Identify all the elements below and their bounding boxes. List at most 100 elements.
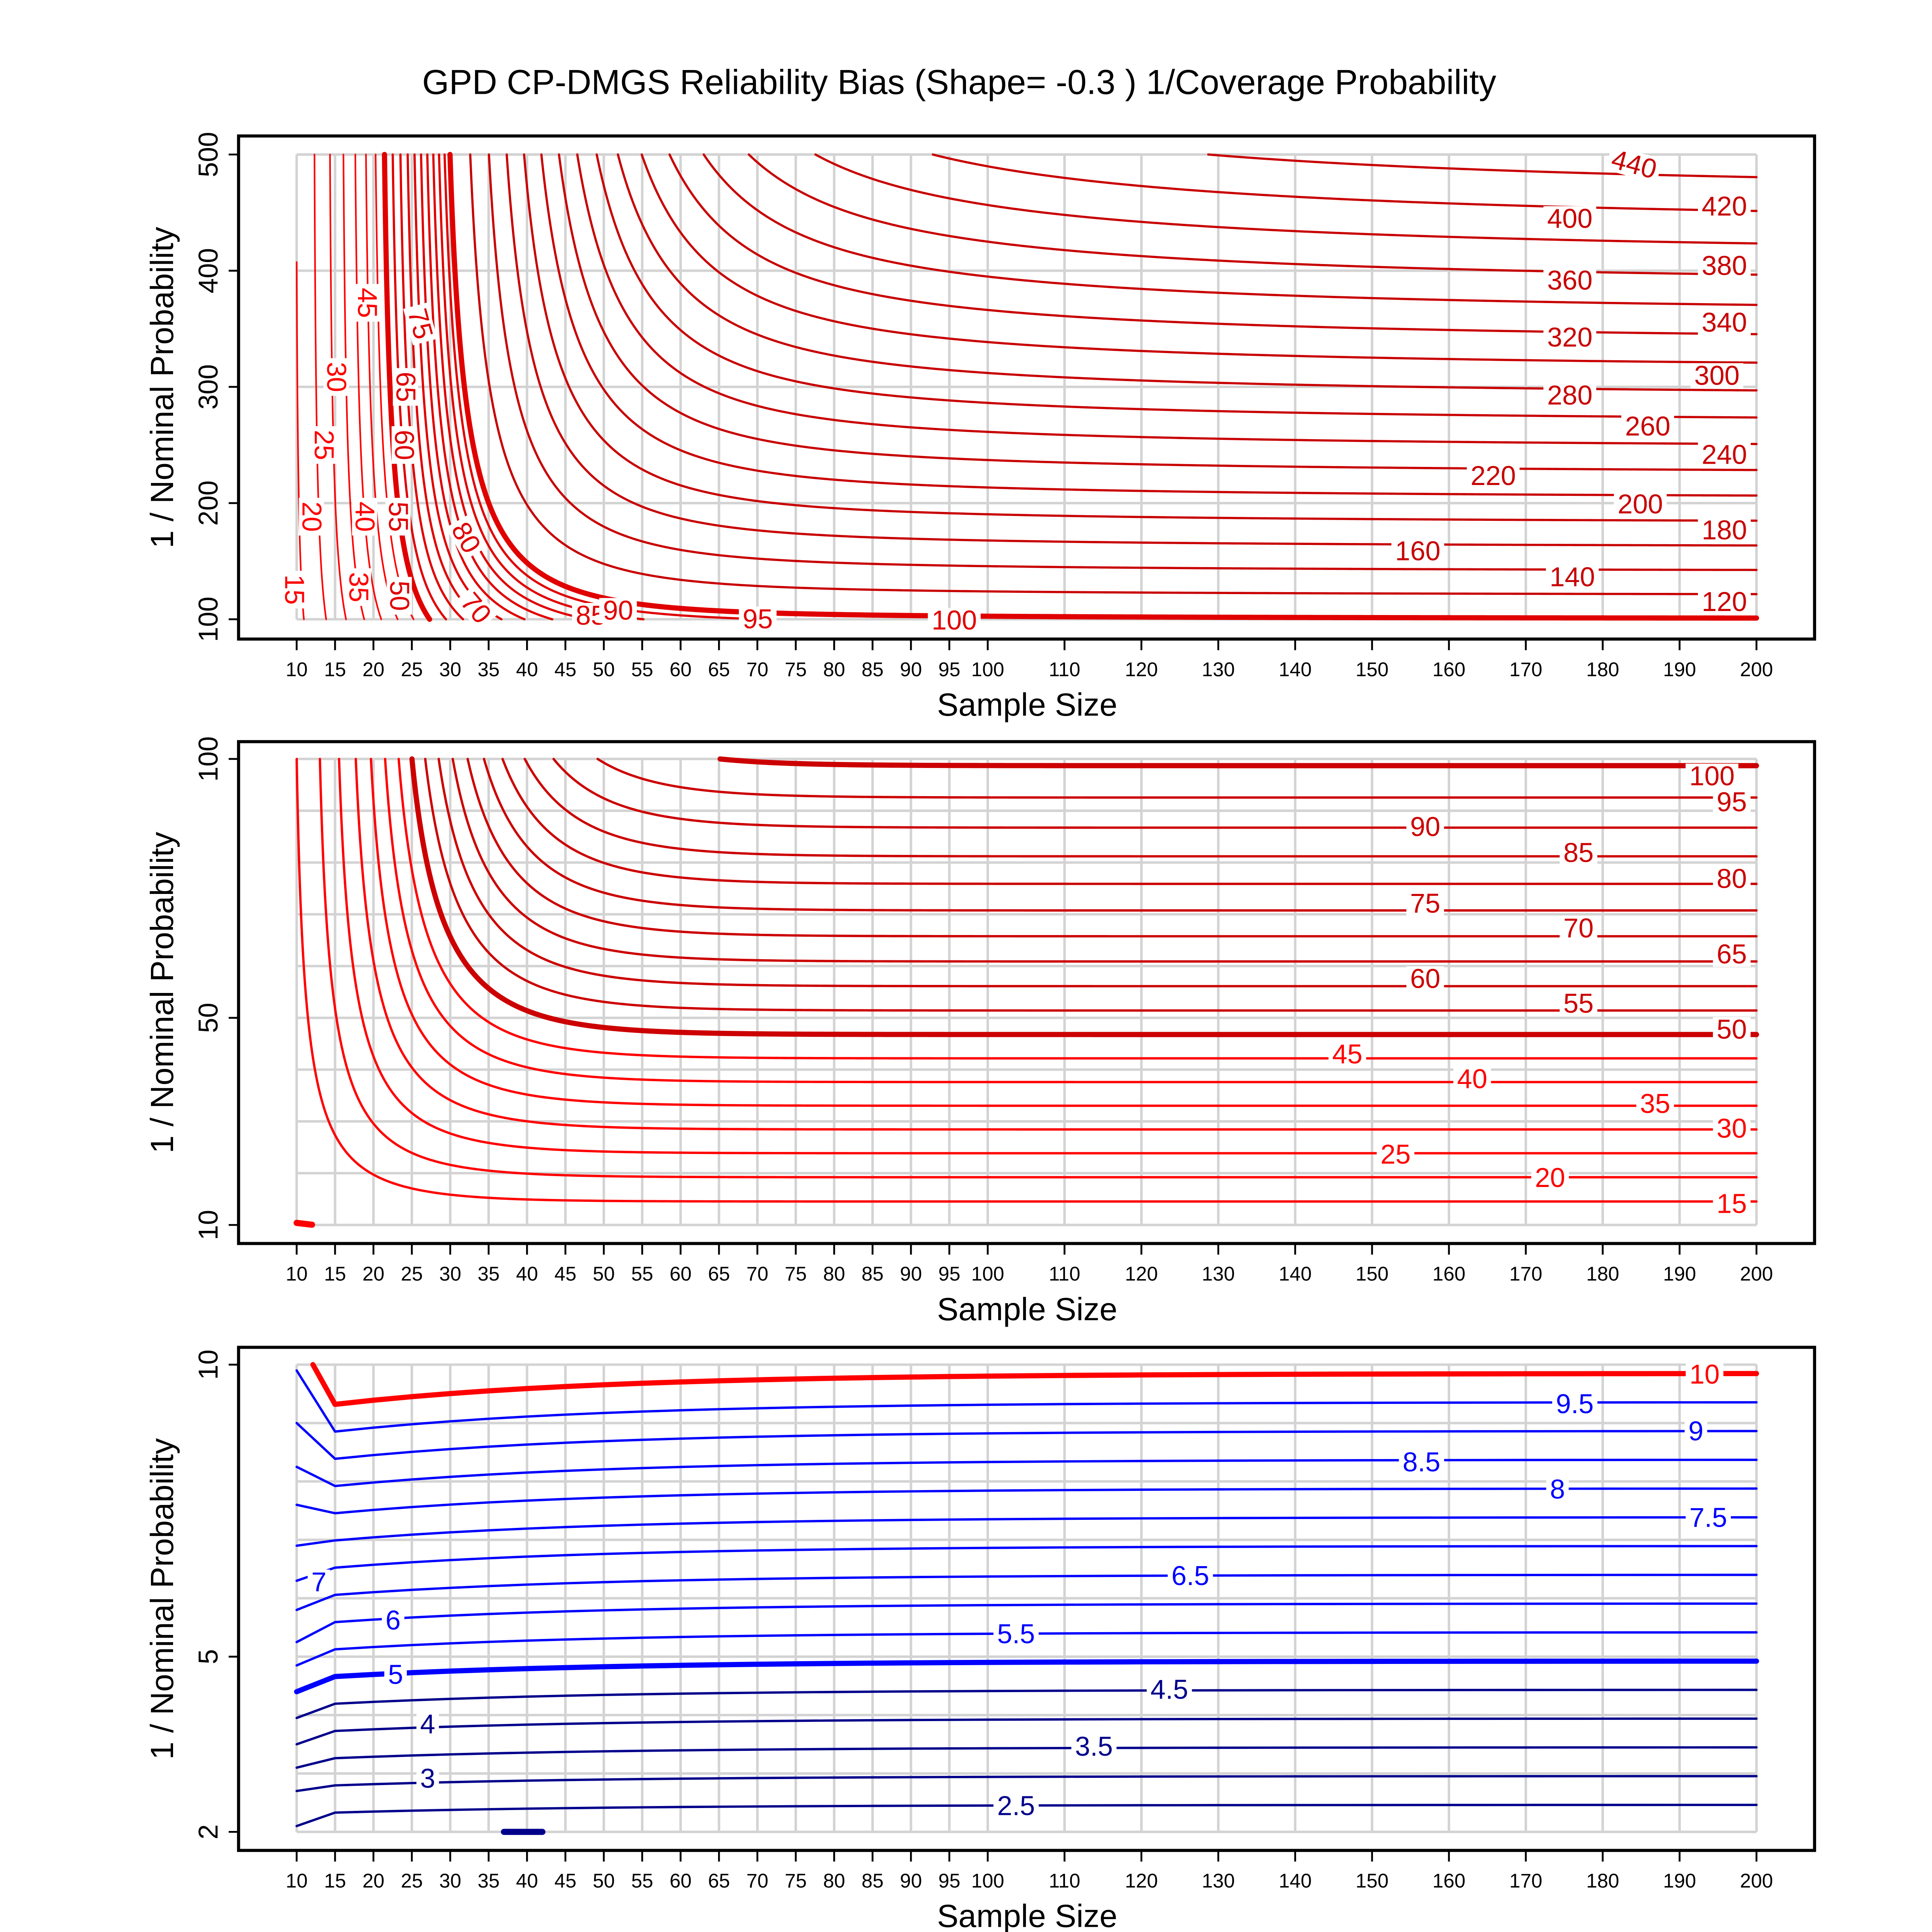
label-gap (1690, 363, 1744, 388)
label-gap (993, 1621, 1039, 1647)
x-tick-label: 65 (708, 1263, 730, 1285)
contour-label: 100 (928, 605, 981, 636)
y-tick-label: 5 (193, 1649, 223, 1664)
y-axis: 2 5 10 1 / Nominal Probability (144, 1350, 239, 1839)
x-axis: 10 15 20 25 30 35 40 45 50 55 60 65 70 75 80 85 90 95 100 1… (286, 639, 1773, 722)
y-tick-label: 300 (193, 364, 223, 410)
x-tick-label: 70 (746, 659, 768, 681)
contour-label: 3.5 (1071, 1732, 1117, 1762)
contour-label-text: 100 (1689, 761, 1735, 791)
contour-label: 70 (1559, 913, 1598, 943)
contour-label-text: 95 (1717, 787, 1747, 817)
x-tick-label: 130 (1202, 659, 1235, 681)
contour-label: 300 (1690, 361, 1744, 391)
contour-line-95 (443, 153, 766, 621)
x-tick-label: 200 (1740, 659, 1773, 681)
contour-line-4 (295, 1717, 1758, 1746)
contour-line-15 (295, 758, 1758, 1203)
x-tick-label: 25 (401, 659, 423, 681)
label-gap (1406, 814, 1444, 840)
contour-label: 5.5 (993, 1619, 1039, 1649)
contour-line-140 (488, 153, 1758, 571)
contour-label: 65 (1713, 939, 1751, 969)
label-gap (1713, 1116, 1751, 1141)
contour-label: 45 (1328, 1039, 1366, 1069)
x-tick-label: 85 (862, 1263, 884, 1285)
label-gap (1605, 145, 1663, 184)
plot-frame (237, 740, 1816, 1245)
contour-label-text: 10 (1689, 1359, 1719, 1389)
gridlines (295, 1363, 1758, 1833)
y-tick-label: 10 (193, 1210, 223, 1240)
contour-label-text: 55 (1563, 989, 1593, 1019)
label-gap (391, 426, 417, 464)
contour-line-2-5 (295, 1804, 1758, 1827)
label-gap (308, 1569, 330, 1595)
label-gap (416, 1711, 439, 1737)
contour-label: 25 (309, 426, 339, 464)
x-tick-label: 150 (1356, 1870, 1389, 1892)
label-gap (386, 577, 412, 615)
y-tick-label: 100 (193, 597, 223, 642)
contour-label: 6.5 (1168, 1561, 1213, 1591)
contour-label: 50 (1713, 1015, 1751, 1045)
x-tick-label: 90 (900, 1263, 922, 1285)
label-gap (1543, 206, 1596, 231)
label-gap (1713, 866, 1751, 892)
y-tick-label: 50 (193, 1003, 223, 1033)
contour-line-7 (295, 1545, 1758, 1582)
contour-line-120 (469, 153, 1758, 595)
contour-label: 9.5 (1552, 1389, 1598, 1419)
contour-label: 35 (343, 568, 374, 606)
contour-label: 50 (384, 577, 414, 615)
contour-label-text: 75 (1410, 888, 1440, 919)
x-tick-label: 100 (971, 659, 1004, 681)
contour-label-text: 320 (1547, 322, 1593, 353)
contour-label-text: 3 (420, 1764, 436, 1794)
contour-label: 85 (1559, 838, 1598, 868)
x-tick-label: 120 (1125, 659, 1158, 681)
y-tick-label: 200 (193, 481, 223, 526)
contour-line-90 (552, 758, 1758, 829)
contour-label: 60 (1406, 964, 1444, 994)
contour-label-text: 15 (279, 574, 309, 605)
contour-label-text: 280 (1547, 380, 1593, 411)
x-tick-label: 150 (1356, 1263, 1389, 1285)
label-gap (1071, 1734, 1117, 1759)
contour-label-text: 60 (1410, 964, 1440, 994)
contour-label: 140 (1546, 562, 1599, 592)
x-tick-label: 170 (1509, 1263, 1542, 1285)
contour-line-50 (382, 152, 432, 622)
contour-label-text: 50 (384, 581, 414, 611)
y-tick-label: 400 (193, 248, 223, 293)
contour-line-75 (420, 153, 526, 621)
contour-label: 40 (349, 497, 380, 536)
contour-label: 3 (416, 1764, 439, 1794)
contour-line-55 (424, 758, 1758, 1012)
x-tick-label: 180 (1586, 1263, 1619, 1285)
label-gap (403, 302, 438, 345)
label-gap (1391, 539, 1445, 564)
contour-line-10 (310, 1362, 1759, 1407)
label-gap (299, 497, 324, 536)
contour-line-35 (369, 758, 1758, 1107)
contour-line-40 (365, 153, 398, 620)
contour-label: 95 (739, 604, 777, 634)
x-tick-label: 110 (1049, 659, 1080, 681)
contour-label-text: 220 (1470, 461, 1516, 491)
x-tick-label: 60 (670, 1870, 692, 1892)
x-tick-label: 80 (823, 1263, 845, 1285)
x-tick-label: 140 (1279, 1263, 1312, 1285)
panel-1: 15 20 25 30 35 40 45 50 55 60 65 70 75 80 85 90 95 100 120… (144, 132, 1816, 722)
contour-label-text: 300 (1694, 361, 1740, 391)
x-tick-label: 10 (286, 1870, 308, 1892)
contour-label: 280 (1543, 380, 1596, 411)
label-gap (384, 1662, 407, 1688)
label-gap (311, 426, 336, 464)
label-gap (993, 1793, 1039, 1819)
label-gap (1546, 1477, 1569, 1502)
label-gap (352, 497, 378, 536)
contour-label-text: 8 (1550, 1474, 1565, 1505)
contour-label-text: 65 (390, 372, 421, 402)
x-tick-label: 190 (1663, 1263, 1696, 1285)
